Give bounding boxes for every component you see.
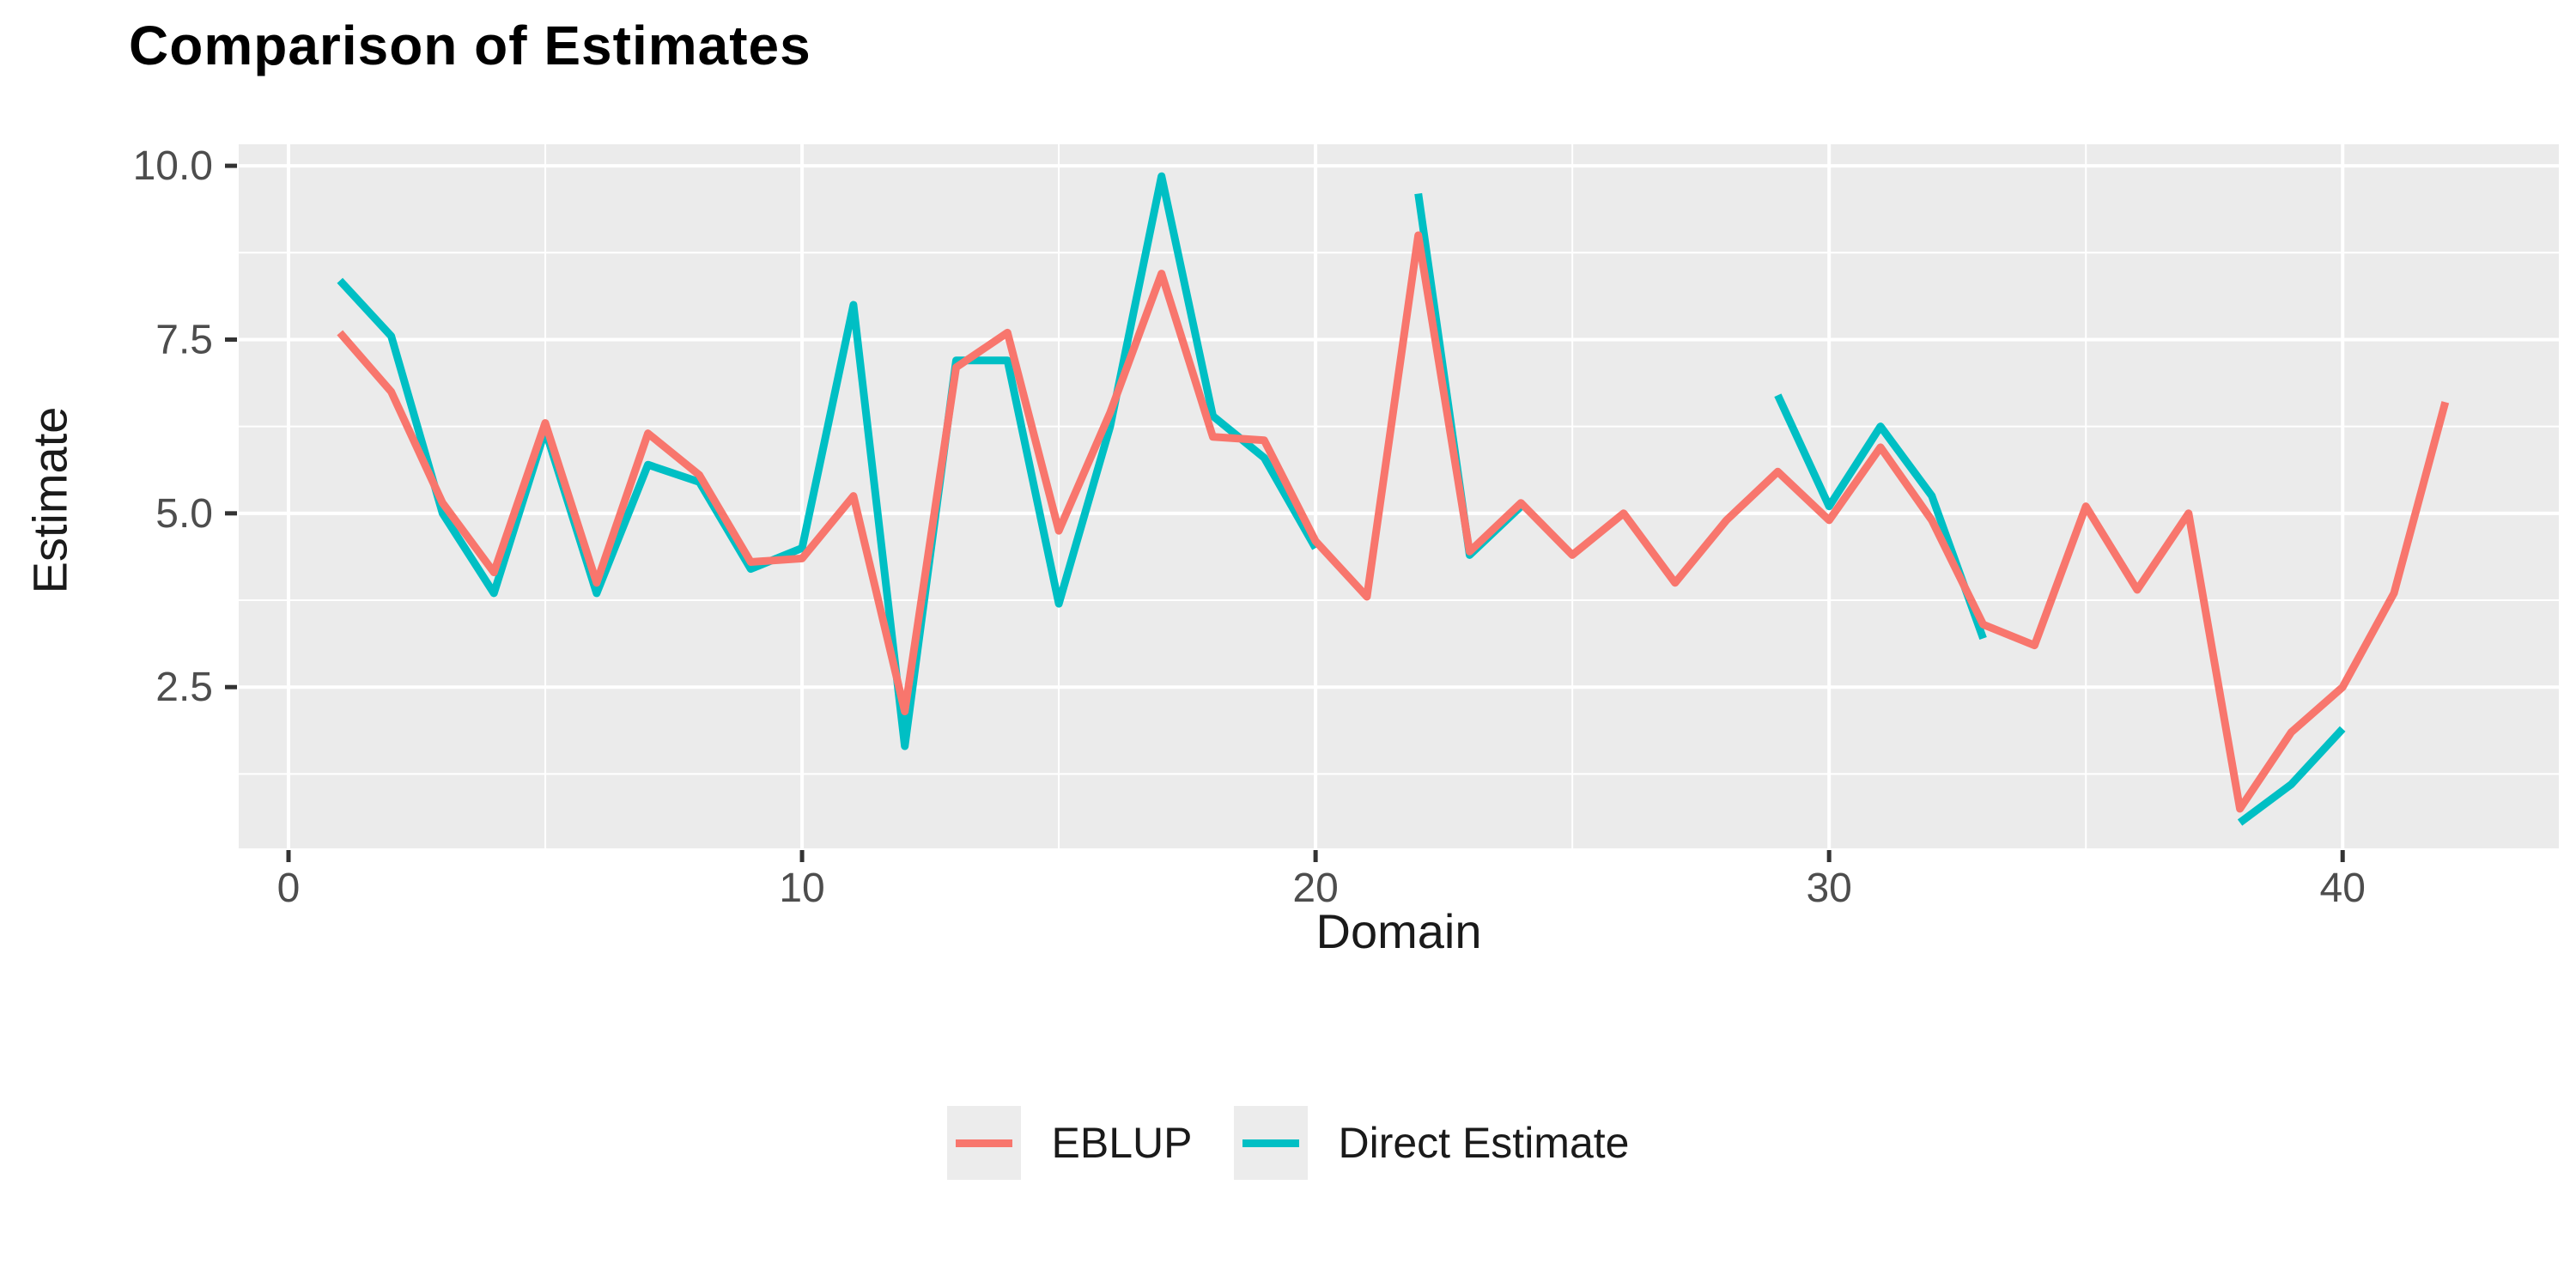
series-line-direct-estimate (1774, 393, 1987, 641)
y-axis-title: Estimate (22, 406, 77, 594)
chart-title: Comparison of Estimates (129, 15, 811, 76)
x-tick-label: 20 (1292, 866, 1338, 911)
legend-key-line-icon (1242, 1139, 1299, 1147)
legend-label: EBLUP (1051, 1119, 1193, 1167)
legend-item-direct-estimate: Direct Estimate (1233, 1106, 1630, 1180)
legend: EBLUP Direct Estimate (0, 1106, 2576, 1180)
y-tick-label: 10.0 (133, 143, 213, 189)
legend-key-line-icon (955, 1139, 1012, 1147)
series-line-direct-estimate (2237, 726, 2346, 826)
y-tick-label: 2.5 (155, 665, 213, 710)
legend-label: Direct Estimate (1338, 1119, 1630, 1167)
legend-item-eblup: EBLUP (946, 1106, 1193, 1180)
series-line-eblup (337, 231, 2450, 813)
plot-panel (239, 144, 2559, 848)
x-tick-label: 0 (277, 866, 301, 911)
legend-key-swatch (1233, 1106, 1308, 1180)
y-tick-label: 5.0 (155, 491, 213, 537)
series-line-direct-estimate (337, 172, 1320, 750)
x-tick-label: 30 (1806, 866, 1851, 911)
x-tick-label: 10 (779, 866, 824, 911)
y-tick-label: 7.5 (155, 317, 213, 362)
x-tick-label: 40 (2320, 866, 2366, 911)
legend-key-swatch (946, 1106, 1021, 1180)
x-axis-title: Domain (1315, 904, 1482, 958)
